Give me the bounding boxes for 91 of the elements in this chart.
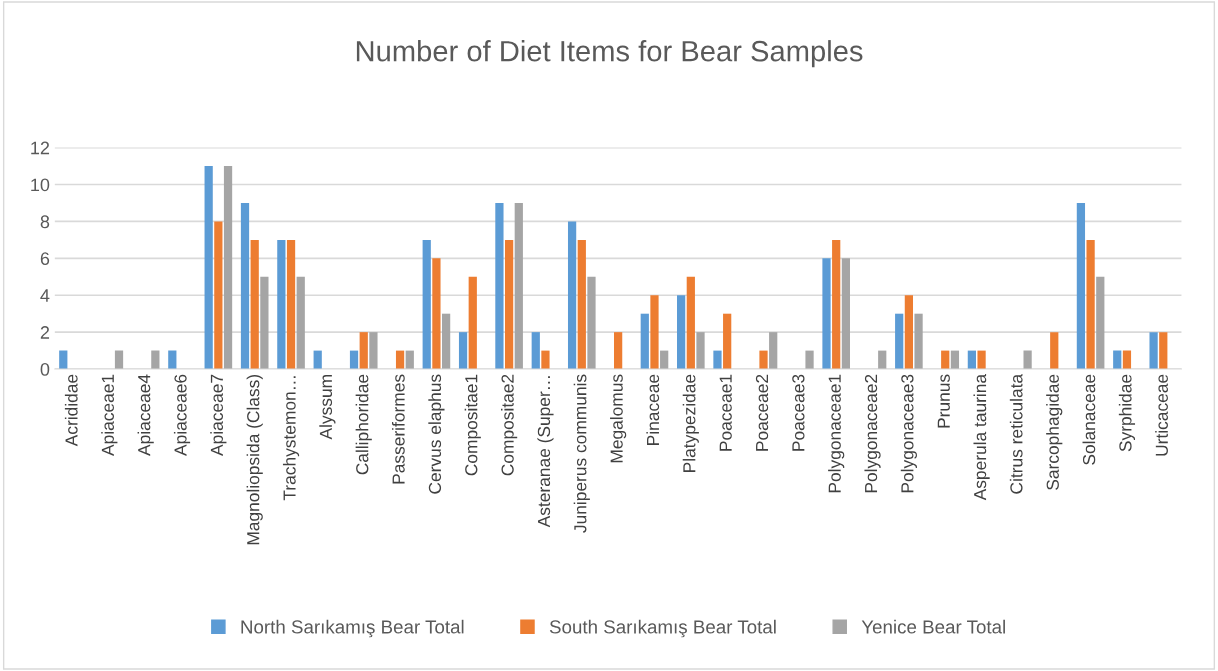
bar	[422, 239, 431, 370]
bar	[650, 295, 659, 370]
bar	[432, 258, 441, 370]
legend-label: North Sarıkamış Bear Total	[241, 619, 464, 638]
bar	[640, 313, 649, 370]
x-tick-label: Acrididae	[64, 374, 78, 447]
x-tick-label: Apiaceae7	[210, 374, 227, 456]
x-tick-label: Polygonaceae2	[864, 374, 881, 493]
bar	[277, 239, 286, 370]
bar	[286, 239, 296, 370]
x-tick-label: Polygonaceae1	[828, 374, 845, 493]
bar	[841, 258, 851, 370]
x-tick-label: Citrus reticulata	[1009, 373, 1023, 494]
bar	[468, 276, 477, 370]
x-tick-label: Passeriformes	[391, 374, 405, 484]
bar	[805, 350, 814, 370]
bar	[250, 239, 259, 370]
y-tick-label: 10	[31, 178, 50, 192]
bar	[769, 332, 778, 370]
bar	[369, 332, 378, 370]
y-tick-label: 2	[40, 326, 50, 339]
y-tick-label: 0	[40, 362, 50, 376]
x-tick-label: Apiaceae1	[101, 374, 118, 456]
bar	[204, 166, 213, 370]
bar	[759, 350, 768, 370]
bar	[1076, 202, 1086, 370]
bar	[677, 295, 686, 370]
y-tick-label: 6	[40, 252, 50, 266]
bar	[713, 350, 722, 370]
bar	[214, 221, 223, 370]
x-tick-label: Apiaceae6	[173, 374, 191, 456]
bar	[577, 239, 586, 370]
bar	[977, 350, 986, 370]
bar	[514, 202, 523, 370]
x-tick-label: Calliphoridae	[355, 374, 372, 475]
legend-label: South Sarıkamış Bear Total	[549, 619, 776, 638]
bar	[822, 258, 831, 370]
x-tick-label: Megalomus	[610, 374, 627, 463]
bar	[567, 221, 577, 370]
x-tick-label: Poaceae2	[755, 374, 769, 451]
x-tick-label: Apiaceae4	[137, 374, 154, 456]
bar	[441, 313, 451, 370]
x-tick-label: Trachystemon…	[282, 376, 300, 501]
x-tick-label: Cervus elaphus	[428, 374, 445, 494]
bar	[1149, 332, 1158, 370]
x-tick-label: Poaceae3	[792, 374, 805, 451]
y-tick-label: 4	[40, 289, 50, 302]
bar	[240, 202, 250, 370]
bar	[531, 332, 540, 370]
bar	[614, 332, 623, 370]
y-tick-label: 12	[31, 141, 50, 155]
bar	[832, 239, 841, 370]
bar	[1023, 350, 1032, 370]
bar	[895, 313, 904, 370]
bar	[1159, 332, 1168, 370]
bar	[1050, 332, 1059, 370]
bar	[904, 295, 913, 370]
bar	[458, 332, 468, 370]
x-tick-label: Juniperus communis	[573, 374, 590, 533]
bar	[495, 202, 504, 370]
x-tick-label: Prunus	[937, 374, 950, 428]
x-tick-label: Compositae2	[501, 374, 518, 476]
x-tick-label: Poaceae1	[719, 374, 732, 451]
x-tick-label: Urticaceae	[1155, 374, 1168, 456]
bar	[686, 276, 695, 370]
chart-title: Number of Diet Items for Bear Samples	[356, 40, 863, 68]
x-tick-label: Pinaceae	[646, 374, 660, 445]
x-tick-label: Compositae1	[464, 374, 481, 476]
bar	[1086, 239, 1095, 370]
x-tick-label: Alyssum	[319, 375, 336, 440]
bar	[914, 313, 923, 370]
legend-label: Yenice Bear Total	[861, 619, 1005, 634]
x-tick-label: Solanaceae	[1082, 374, 1096, 465]
x-tick-label: Magnoliopsida (Class)	[246, 374, 263, 545]
y-tick-label: 8	[40, 215, 50, 229]
x-tick-label: Asteranae (Super…	[537, 376, 554, 528]
x-tick-label: Sarcophagidae	[1046, 374, 1063, 490]
bar	[723, 313, 732, 370]
bar	[260, 276, 269, 370]
bar	[1096, 276, 1105, 370]
x-tick-label: Asperula taurina	[973, 373, 990, 501]
bar	[696, 332, 705, 370]
x-tick-label: Platypezidae	[682, 374, 699, 472]
bar	[359, 332, 368, 370]
bar	[296, 276, 305, 370]
bar	[541, 350, 550, 370]
x-tick-label: Polygonaceae3	[900, 374, 917, 493]
bar	[223, 166, 233, 370]
bar	[587, 276, 596, 370]
x-tick-label: Syrphidae	[1118, 374, 1136, 452]
bar	[504, 239, 514, 370]
